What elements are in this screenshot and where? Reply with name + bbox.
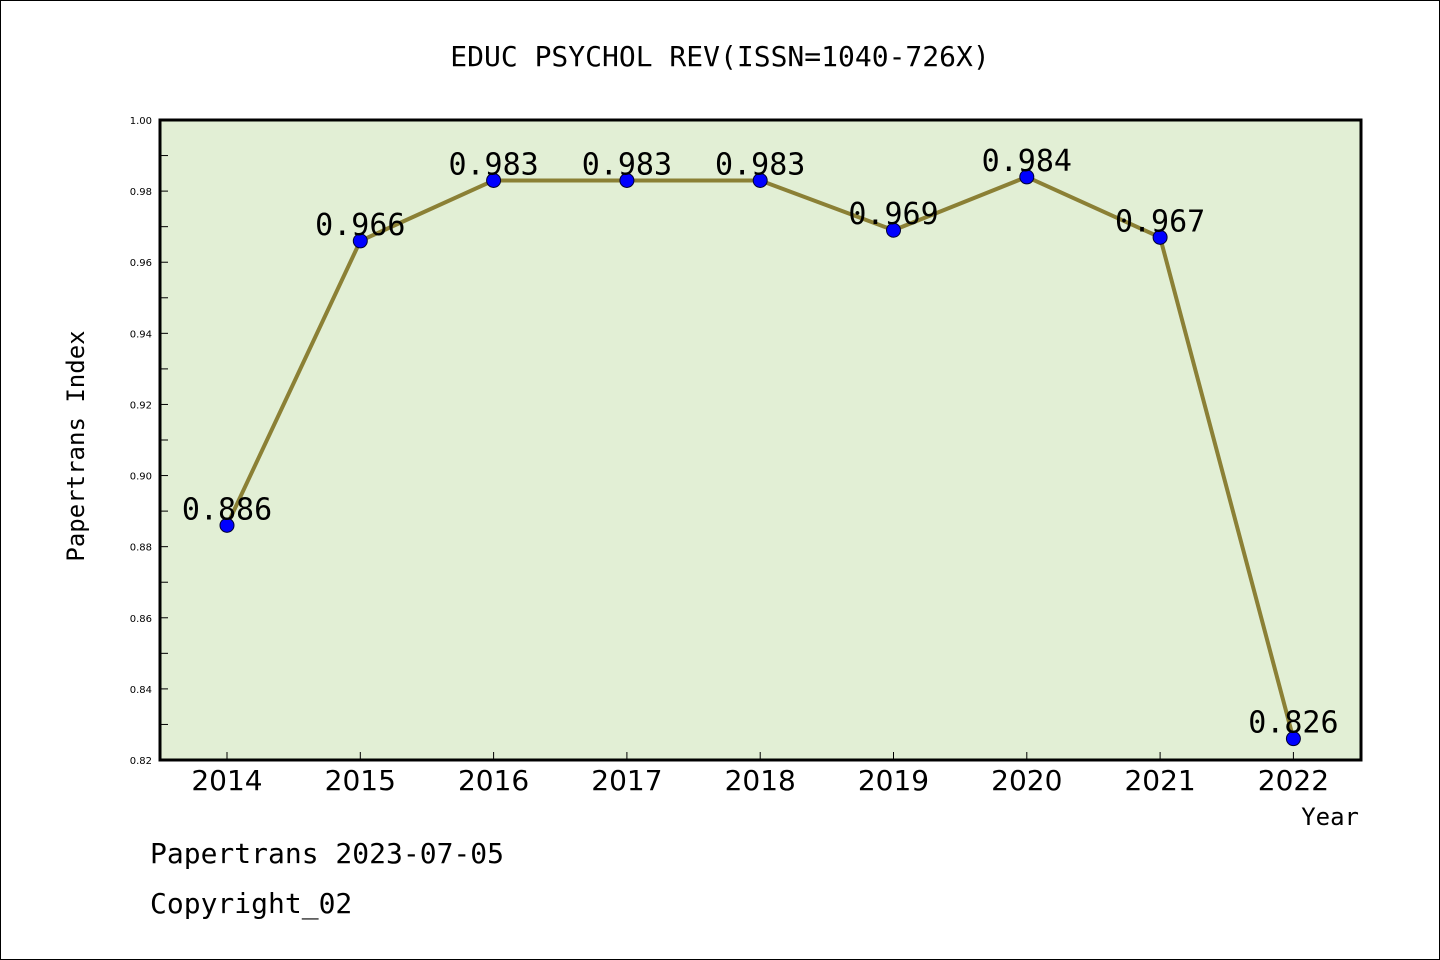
- data-label-2022: 0.826: [1248, 706, 1338, 741]
- y-tick-label: 0.84: [130, 685, 152, 696]
- data-label-2020: 0.984: [982, 144, 1072, 179]
- plot-border: [158, 118, 1363, 762]
- data-label-2018: 0.983: [715, 147, 805, 182]
- x-tick-label: 2019: [858, 764, 929, 797]
- data-point-2014: [219, 517, 235, 533]
- x-axis-label: Year: [1301, 803, 1359, 831]
- data-label-2014: 0.886: [182, 492, 272, 527]
- x-tick-label: 2016: [458, 764, 529, 797]
- y-tick-label: 1.00: [130, 116, 152, 127]
- y-tick-label: 0.96: [130, 258, 152, 269]
- data-label-2019: 0.969: [848, 197, 938, 232]
- data-point-2020: [1019, 169, 1035, 185]
- x-tick-label: 2018: [725, 764, 796, 797]
- x-tick-label: 2015: [325, 764, 396, 797]
- data-point-2022: [1285, 731, 1301, 747]
- data-label-2016: 0.983: [448, 147, 538, 182]
- data-label-2017: 0.983: [582, 147, 672, 182]
- data-label-2021: 0.967: [1115, 204, 1205, 239]
- data-point-2017: [619, 172, 635, 188]
- y-tick-label: 0.82: [130, 756, 152, 767]
- data-point-2019: [886, 222, 901, 238]
- data-point-2021: [1152, 229, 1168, 245]
- plot-area: [160, 120, 1361, 760]
- data-point-2016: [486, 172, 502, 188]
- x-tick-label: 2017: [591, 764, 662, 797]
- y-axis-label: Papertrans Index: [62, 330, 90, 561]
- chart-title: EDUC PSYCHOL REV(ISSN=1040-726X): [450, 40, 989, 73]
- x-tick-label: 2021: [1124, 764, 1195, 797]
- data-points: [219, 169, 1301, 747]
- data-label-2015: 0.966: [315, 208, 405, 243]
- data-point-2018: [752, 172, 768, 188]
- x-axis: 2014 2015 2016 2017 2018 2019 2020 2021 2022: [191, 752, 1329, 797]
- y-tick-label: 0.86: [130, 614, 152, 625]
- x-tick-label: 2014: [191, 764, 262, 797]
- footer-date-text: Papertrans 2023-07-05: [150, 837, 504, 870]
- y-tick-label: 0.98: [130, 187, 152, 198]
- data-labels: 0.886 0.966 0.983 0.983 0.983 0.969 0.984 0.967…: [182, 144, 1339, 741]
- y-tick-label: 0.94: [130, 329, 152, 340]
- y-tick-label: 0.88: [130, 543, 152, 554]
- x-tick-label: 2022: [1258, 764, 1329, 797]
- x-tick-label: 2020: [991, 764, 1062, 797]
- data-point-2015: [352, 233, 368, 249]
- footer-copyright-text: Copyright_02: [150, 887, 352, 921]
- y-tick-label: 0.90: [130, 472, 152, 483]
- y-tick-label: 0.92: [130, 400, 152, 411]
